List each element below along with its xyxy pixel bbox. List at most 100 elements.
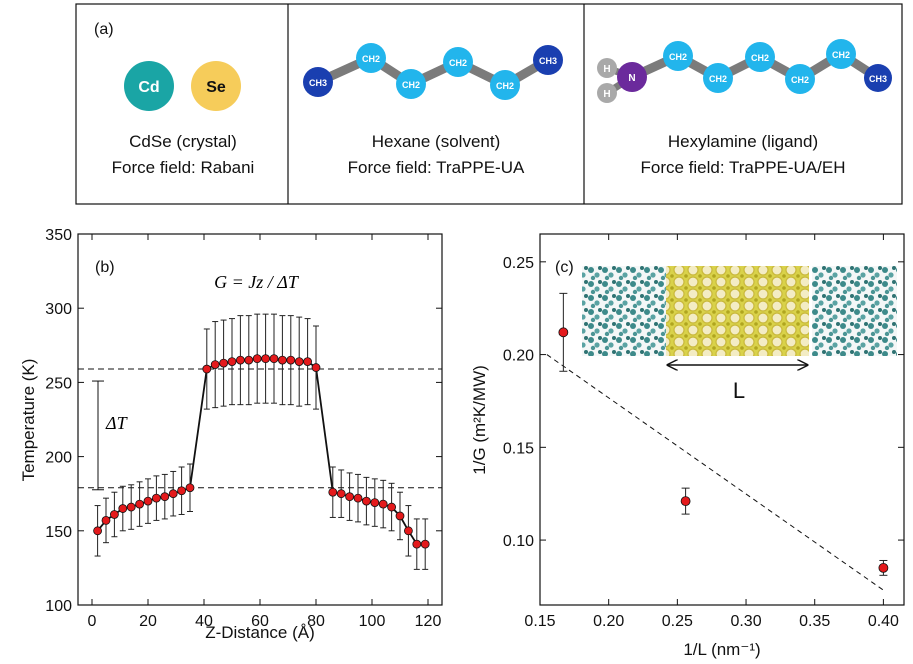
x-tick-label: 0	[88, 613, 97, 630]
data-point	[395, 511, 405, 521]
data-point	[353, 493, 363, 503]
data-point	[328, 487, 338, 497]
data-point	[378, 499, 388, 509]
data-point	[680, 496, 691, 507]
panel-b-delta-t: ΔT	[105, 413, 129, 433]
panel-c-x-axis-label: 1/L (nm⁻¹)	[683, 640, 760, 659]
x-tick-label: 80	[307, 613, 325, 630]
hexylamine-forcefield: Force field: TraPPE-UA/EH	[640, 158, 845, 177]
hexylamine-title: Hexylamine (ligand)	[668, 132, 818, 151]
data-point	[361, 496, 371, 506]
data-point	[244, 355, 254, 365]
hexylamine-group-label: CH2	[751, 53, 769, 63]
data-point	[412, 539, 422, 549]
hexylamine-ch2-atom	[703, 63, 733, 93]
data-point	[235, 355, 245, 365]
cd-atom	[124, 61, 174, 111]
y-tick-label: 200	[45, 450, 72, 467]
hexylamine-h-atom	[597, 58, 617, 78]
data-point	[252, 354, 262, 364]
y-tick-label: 0.10	[503, 533, 534, 550]
x-tick-label: 100	[359, 613, 386, 630]
hexane-ch2-atom	[396, 69, 426, 99]
data-point	[135, 499, 145, 509]
data-point	[93, 526, 102, 536]
cd-atom-label: Cd	[138, 79, 159, 96]
data-point	[202, 364, 212, 374]
hexylamine-group-label: CH2	[669, 52, 687, 62]
y-tick-label: 0.20	[503, 348, 534, 365]
hexane-group-label: CH2	[496, 81, 514, 91]
cdse-forcefield: Force field: Rabani	[112, 158, 255, 177]
data-point	[370, 498, 380, 508]
panel-a-label: (a)	[94, 21, 114, 38]
data-point	[177, 486, 187, 496]
hexylamine-group-label: N	[628, 73, 635, 84]
y-tick-label: 100	[45, 598, 72, 615]
data-point	[420, 539, 430, 549]
temperature-profile-line	[96, 357, 426, 546]
panel-b-formula: G = Jz / ΔT	[214, 272, 300, 292]
data-point	[118, 504, 128, 513]
data-point	[110, 510, 119, 519]
hexylamine-ch3-atom	[864, 64, 892, 92]
data-point	[219, 358, 229, 368]
data-point	[143, 496, 153, 506]
hexane-group-label: CH3	[539, 56, 557, 66]
data-point	[101, 516, 111, 525]
cdse-title: CdSe (crystal)	[129, 132, 237, 151]
data-point	[558, 327, 569, 338]
hexane-ch2-atom	[443, 47, 473, 77]
data-point	[160, 492, 170, 502]
y-tick-label: 0.15	[503, 440, 534, 457]
hexylamine-molecule: H H N CH2 CH2 CH2 CH2 CH2 CH3	[597, 39, 892, 103]
x-tick-label: 40	[195, 613, 213, 630]
data-point	[269, 354, 279, 364]
data-point	[151, 493, 161, 503]
panel-b-reference-lines	[78, 368, 442, 491]
data-point	[878, 563, 889, 573]
data-point	[261, 354, 271, 364]
hexylamine-group-label: CH2	[791, 75, 809, 85]
data-point	[168, 489, 178, 499]
x-tick-label: 0.25	[662, 613, 693, 630]
inset-length-label: L	[733, 378, 745, 403]
fit-line	[546, 354, 884, 591]
se-atom-label: Se	[206, 79, 226, 96]
x-tick-label: 0.35	[799, 613, 830, 630]
x-tick-label: 0.20	[593, 613, 624, 630]
data-point	[286, 355, 296, 365]
hexylamine-n-atom	[617, 62, 647, 92]
hexane-group-label: CH2	[362, 54, 380, 64]
inset-solvent-left	[582, 266, 666, 356]
panel-c-label: (c)	[555, 259, 574, 276]
data-point	[185, 483, 195, 493]
panel-b-series	[93, 313, 430, 570]
hexylamine-ch2-atom	[663, 41, 693, 71]
data-point	[303, 357, 313, 367]
hexane-molecule: CH3 CH2 CH2 CH2 CH2 CH3	[303, 43, 563, 100]
hexylamine-group-label: CH2	[709, 74, 727, 84]
hexylamine-ch2-atom	[745, 42, 775, 72]
panel-c-series	[546, 292, 889, 591]
panel-c-frame	[539, 233, 905, 606]
data-point	[403, 526, 413, 536]
y-tick-label: 0.25	[503, 255, 534, 272]
x-tick-label: 20	[139, 613, 157, 630]
hexane-group-label: CH2	[449, 58, 467, 68]
hexylamine-h-atom	[597, 83, 617, 103]
data-point	[277, 355, 287, 365]
hexylamine-group-label: H	[603, 89, 610, 100]
hexane-ch3-atom	[533, 45, 563, 75]
panel-b-ticks: 0 20 40 60 80 100 120 100 150 200 250 300 350	[45, 227, 442, 630]
panel-c-chart: L 0.15 0.20 0.25 0.30 0.35 0.400.100.150.200.…	[470, 233, 905, 659]
y-tick-label: 350	[45, 227, 72, 244]
panel-b-x-axis-label: Z-Distance (Å)	[205, 623, 315, 642]
hexane-forcefield: Force field: TraPPE-UA	[348, 158, 525, 177]
inset-crystal-slab	[666, 266, 809, 356]
hexylamine-group-label: H	[603, 64, 610, 75]
se-atom	[191, 61, 241, 111]
data-point	[345, 492, 355, 502]
panel-c-y-axis-label: 1/G (m²K/MW)	[470, 365, 489, 475]
